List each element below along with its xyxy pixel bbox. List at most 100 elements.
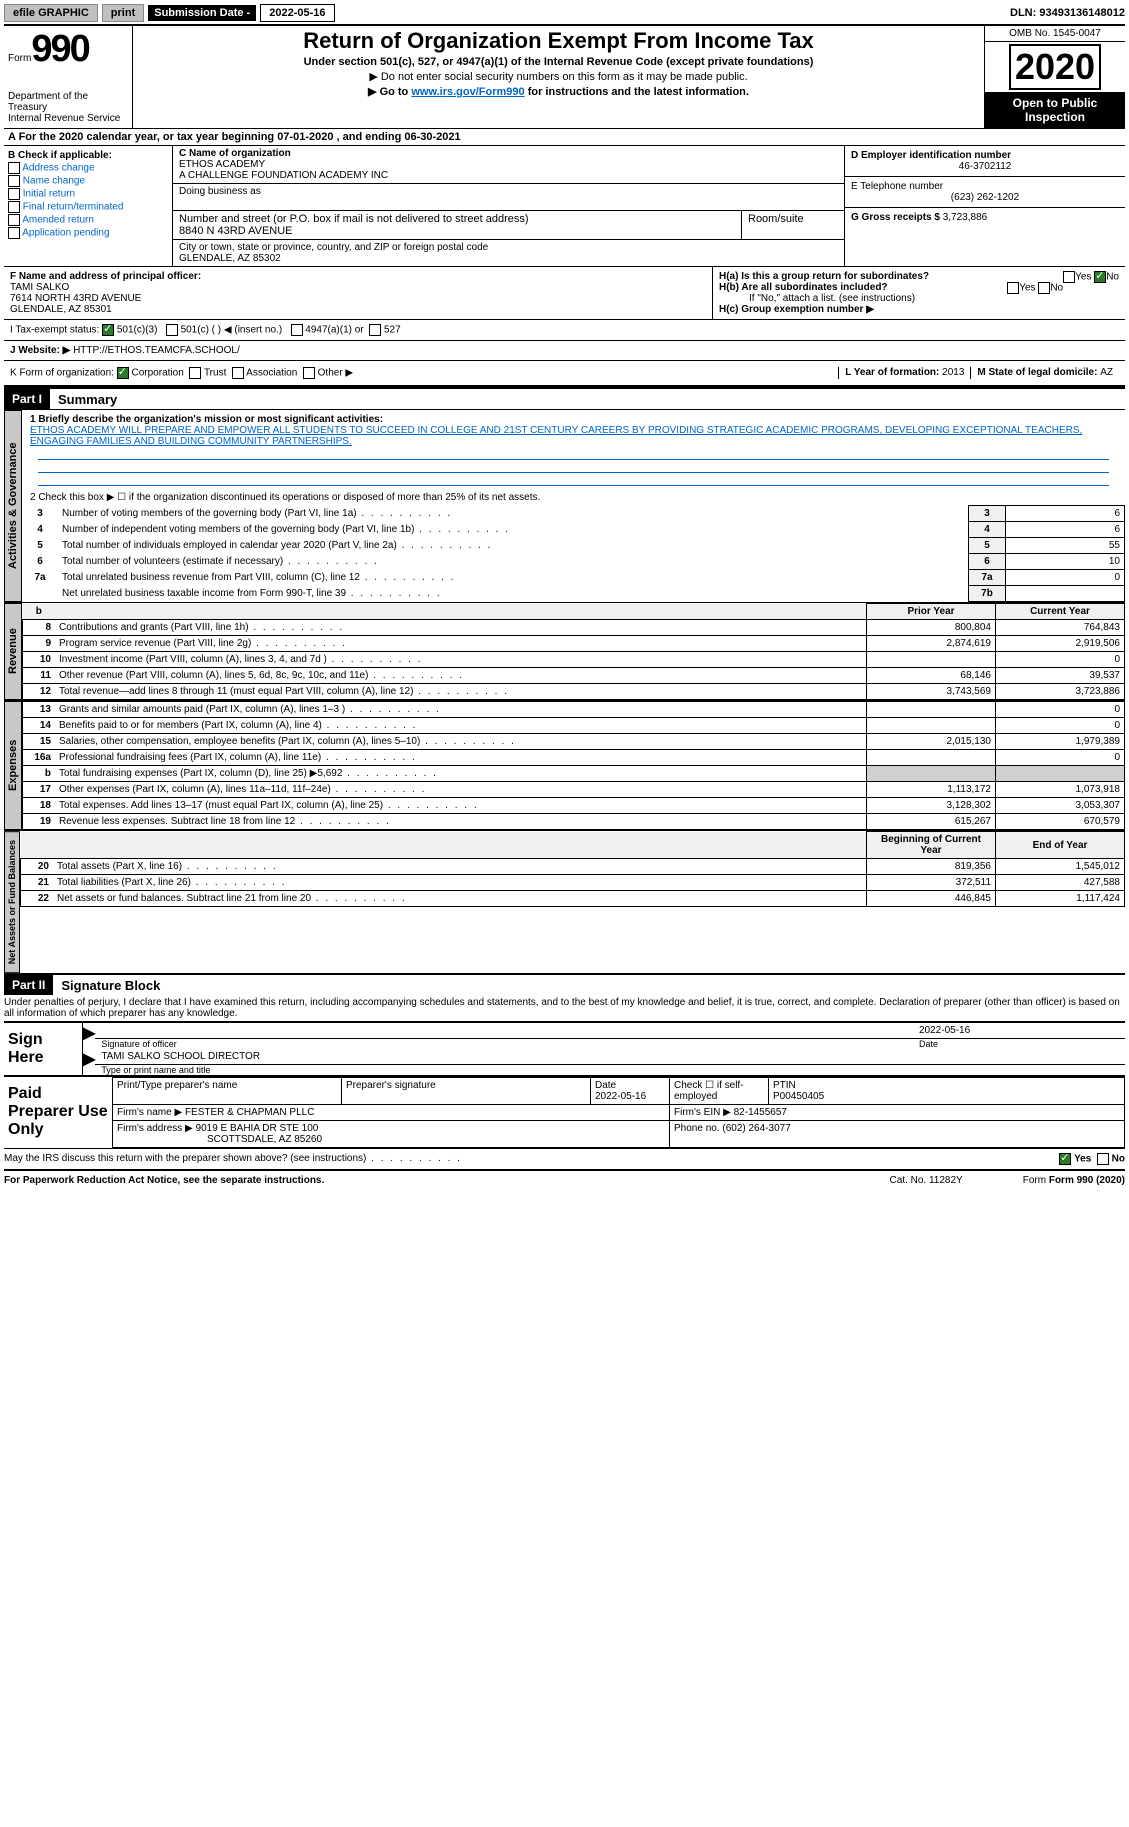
- table-row: 22Net assets or fund balances. Subtract …: [21, 891, 1125, 907]
- dln-value: DLN: 93493136148012: [1010, 7, 1125, 19]
- gross-label: G Gross receipts $: [851, 212, 943, 223]
- part-2-bar: Part II Signature Block: [4, 973, 1125, 995]
- gross-value: 3,723,886: [943, 212, 988, 223]
- top-toolbar: efile GRAPHIC print Submission Date - 20…: [4, 4, 1125, 22]
- officer-label: F Name and address of principal officer:: [10, 271, 201, 282]
- blank-line: [38, 460, 1109, 473]
- col-b-header: B Check if applicable:: [8, 150, 168, 161]
- ssn-warning: ▶ Do not enter social security numbers o…: [141, 70, 976, 83]
- cb-4947[interactable]: [291, 324, 303, 336]
- org-name-label: C Name of organization: [179, 148, 291, 159]
- part-2-title: Signature Block: [53, 978, 160, 993]
- room-suite-label: Room/suite: [742, 211, 844, 239]
- cb-amended-return[interactable]: Amended return: [8, 214, 168, 226]
- ptin-value: P00450405: [773, 1091, 824, 1102]
- irs-link[interactable]: www.irs.gov/Form990: [411, 86, 524, 98]
- table-row: 11Other revenue (Part VIII, column (A), …: [23, 668, 1125, 684]
- netassets-tab: Net Assets or Fund Balances: [4, 831, 20, 973]
- h-c: H(c) Group exemption number ▶: [719, 304, 1119, 315]
- cb-trust[interactable]: [189, 367, 201, 379]
- col-d-right: D Employer identification number 46-3702…: [844, 146, 1125, 266]
- pra-notice: For Paperwork Reduction Act Notice, see …: [4, 1175, 890, 1186]
- table-row: Net unrelated business taxable income fr…: [22, 586, 1125, 602]
- h-b-note: If "No," attach a list. (see instruction…: [719, 293, 1119, 304]
- firm-name: FESTER & CHAPMAN PLLC: [185, 1107, 314, 1118]
- governance-block: Activities & Governance 1 Briefly descri…: [4, 409, 1125, 602]
- table-row: 7aTotal unrelated business revenue from …: [22, 570, 1125, 586]
- table-row: 20Total assets (Part X, line 16)819,3561…: [21, 859, 1125, 875]
- expenses-block: Expenses 13Grants and similar amounts pa…: [4, 700, 1125, 830]
- ein-label: D Employer identification number: [851, 150, 1119, 161]
- cb-association[interactable]: [232, 367, 244, 379]
- omb-number: OMB No. 1545-0047: [985, 26, 1125, 42]
- penalty-statement: Under penalties of perjury, I declare th…: [4, 995, 1125, 1021]
- addr-label: Number and street (or P.O. box if mail i…: [179, 213, 529, 225]
- cb-name-change[interactable]: Name change: [8, 175, 168, 187]
- table-row: 16aProfessional fundraising fees (Part I…: [23, 750, 1125, 766]
- revenue-table: b Prior Year Current Year 8Contributions…: [22, 603, 1125, 700]
- begin-year-header: Beginning of Current Year: [867, 832, 996, 859]
- cb-initial-return[interactable]: Initial return: [8, 188, 168, 200]
- print-button[interactable]: print: [102, 4, 144, 22]
- table-row: 12Total revenue—add lines 8 through 11 (…: [23, 684, 1125, 700]
- firm-addr2: SCOTTSDALE, AZ 85260: [117, 1134, 322, 1145]
- blank-line: [38, 447, 1109, 460]
- dba-label: Doing business as: [179, 186, 261, 197]
- cb-application-pending[interactable]: Application pending: [8, 227, 168, 239]
- table-row: 6Total number of volunteers (estimate if…: [22, 554, 1125, 570]
- h-b: H(b) Are all subordinates included? Yes …: [719, 282, 1119, 293]
- table-row: 5Total number of individuals employed in…: [22, 538, 1125, 554]
- discuss-yes[interactable]: [1059, 1153, 1071, 1165]
- mission-label: 1 Briefly describe the organization's mi…: [30, 414, 383, 425]
- sign-here-label: Sign Here: [4, 1023, 83, 1075]
- org-name-1: ETHOS ACADEMY: [179, 159, 265, 170]
- table-row: 3Number of voting members of the governi…: [22, 506, 1125, 522]
- discuss-row: May the IRS discuss this return with the…: [4, 1148, 1125, 1169]
- cb-address-change[interactable]: Address change: [8, 162, 168, 174]
- cb-other[interactable]: [303, 367, 315, 379]
- form-subtitle: Under section 501(c), 527, or 4947(a)(1)…: [141, 56, 976, 68]
- officer-name: TAMI SALKO: [10, 282, 69, 293]
- org-name-2: A CHALLENGE FOUNDATION ACADEMY INC: [179, 170, 388, 181]
- sig-date: 2022-05-16: [919, 1025, 1119, 1036]
- part-1-bar: Part I Summary: [4, 387, 1125, 409]
- revenue-tab: Revenue: [4, 603, 22, 700]
- row-f-h: F Name and address of principal officer:…: [4, 266, 1125, 319]
- end-year-header: End of Year: [996, 832, 1125, 859]
- efile-button[interactable]: efile GRAPHIC: [4, 4, 98, 22]
- cb-corporation[interactable]: [117, 367, 129, 379]
- self-employed-check[interactable]: Check ☐ if self-employed: [670, 1078, 769, 1105]
- revenue-block: Revenue b Prior Year Current Year 8Contr…: [4, 602, 1125, 700]
- dept-treasury: Department of the Treasury: [8, 91, 128, 113]
- netassets-block: Net Assets or Fund Balances Beginning of…: [4, 830, 1125, 973]
- sig-officer-label: Signature of officer: [101, 1039, 919, 1049]
- ein-value: 46-3702112: [851, 161, 1119, 172]
- h-a: H(a) Is this a group return for subordin…: [719, 271, 1119, 282]
- goto-note: ▶ Go to www.irs.gov/Form990 for instruct…: [141, 85, 976, 98]
- form-number: 990: [31, 28, 88, 70]
- form-footer: Form Form 990 (2020): [1023, 1175, 1125, 1186]
- table-row: 14Benefits paid to or for members (Part …: [23, 718, 1125, 734]
- tax-year: 2020: [1009, 44, 1101, 90]
- cb-final-return[interactable]: Final return/terminated: [8, 201, 168, 213]
- website-url: HTTP://ETHOS.TEAMCFA.SCHOOL/: [73, 345, 240, 356]
- table-row: 17Other expenses (Part IX, column (A), l…: [23, 782, 1125, 798]
- current-year-header: Current Year: [996, 604, 1125, 620]
- paid-preparer-block: Paid Preparer Use Only Print/Type prepar…: [4, 1075, 1125, 1148]
- prior-year-header: Prior Year: [867, 604, 996, 620]
- print-name-label: Type or print name and title: [95, 1065, 1125, 1075]
- prep-date: 2022-05-16: [595, 1091, 646, 1102]
- dept-irs: Internal Revenue Service: [8, 113, 128, 124]
- table-row: 21Total liabilities (Part X, line 26)372…: [21, 875, 1125, 891]
- arrow-icon: ▶: [83, 1023, 95, 1049]
- cb-501c3[interactable]: [102, 324, 114, 336]
- table-row: 19Revenue less expenses. Subtract line 1…: [23, 814, 1125, 830]
- discuss-no[interactable]: [1097, 1153, 1109, 1165]
- cb-527[interactable]: [369, 324, 381, 336]
- netassets-table: Beginning of Current Year End of Year 20…: [20, 831, 1125, 907]
- city-label: City or town, state or province, country…: [179, 242, 488, 253]
- addr-value: 8840 N 43RD AVENUE: [179, 225, 293, 237]
- mission-text: ETHOS ACADEMY WILL PREPARE AND EMPOWER A…: [30, 425, 1082, 447]
- cb-501c[interactable]: [166, 324, 178, 336]
- table-row: 8Contributions and grants (Part VIII, li…: [23, 620, 1125, 636]
